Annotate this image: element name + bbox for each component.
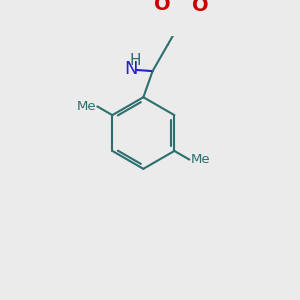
Text: H: H <box>130 53 142 68</box>
Text: Me: Me <box>190 153 210 166</box>
Text: N: N <box>124 60 137 78</box>
Text: O: O <box>192 0 208 15</box>
Text: Me: Me <box>76 100 96 113</box>
Text: O: O <box>154 0 170 14</box>
